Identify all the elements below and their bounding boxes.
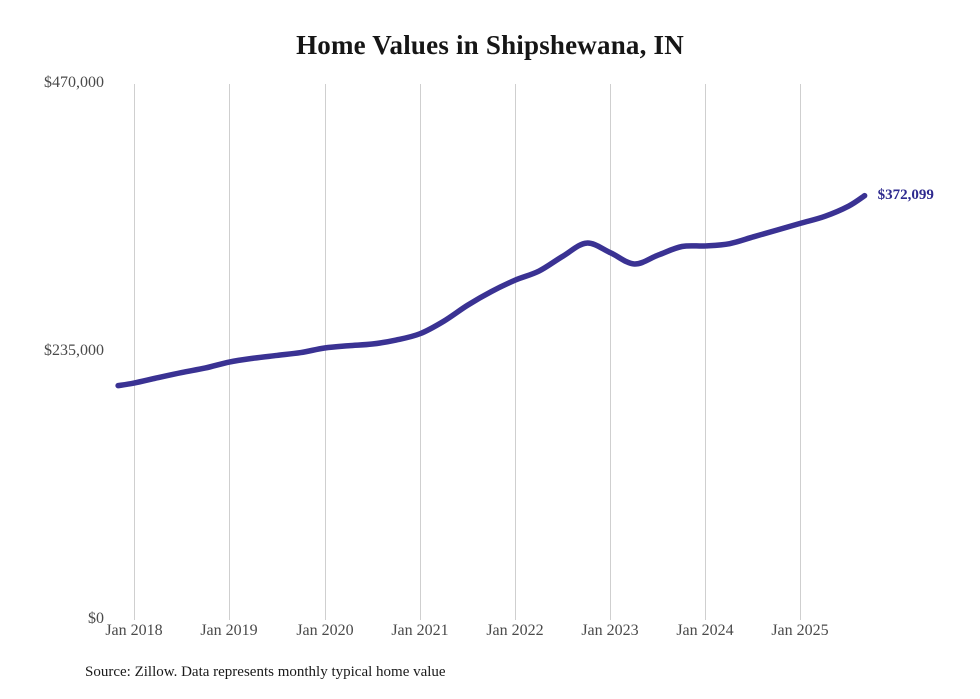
gridline-jan-2020	[325, 84, 326, 620]
end-value-label: $372,099	[877, 186, 934, 203]
xtick-label-jan-2025: Jan 2025	[771, 622, 829, 639]
gridline-jan-2018	[134, 84, 135, 620]
ytick-label-0: $0	[88, 610, 104, 627]
source-note: Source: Zillow. Data represents monthly …	[85, 664, 446, 680]
ytick-mid: $235,000	[0, 342, 104, 362]
ytick-top: $470,000	[0, 74, 104, 94]
xtick-label-jan-2019: Jan 2019	[200, 622, 258, 639]
xtick-label-jan-2023: Jan 2023	[581, 622, 639, 639]
gridline-jan-2024	[705, 84, 706, 620]
page-title: Home Values in Shipshewana, IN	[296, 30, 684, 60]
ytick-label-235000: $235,000	[44, 342, 104, 359]
gridline-jan-2025	[800, 84, 801, 620]
xtick-label-jan-2024: Jan 2024	[676, 622, 734, 639]
gridline-jan-2022	[515, 84, 516, 620]
gridline-jan-2021	[420, 84, 421, 620]
gridline-jan-2019	[229, 84, 230, 620]
gridline-jan-2023	[610, 84, 611, 620]
xtick-label-jan-2018: Jan 2018	[105, 622, 163, 639]
xtick-label-jan-2020: Jan 2020	[296, 622, 354, 639]
ytick-bottom: $0	[0, 610, 104, 630]
xtick-label-jan-2022: Jan 2022	[486, 622, 544, 639]
ytick-label-470000: $470,000	[44, 74, 104, 91]
xtick-label-jan-2021: Jan 2021	[391, 622, 449, 639]
